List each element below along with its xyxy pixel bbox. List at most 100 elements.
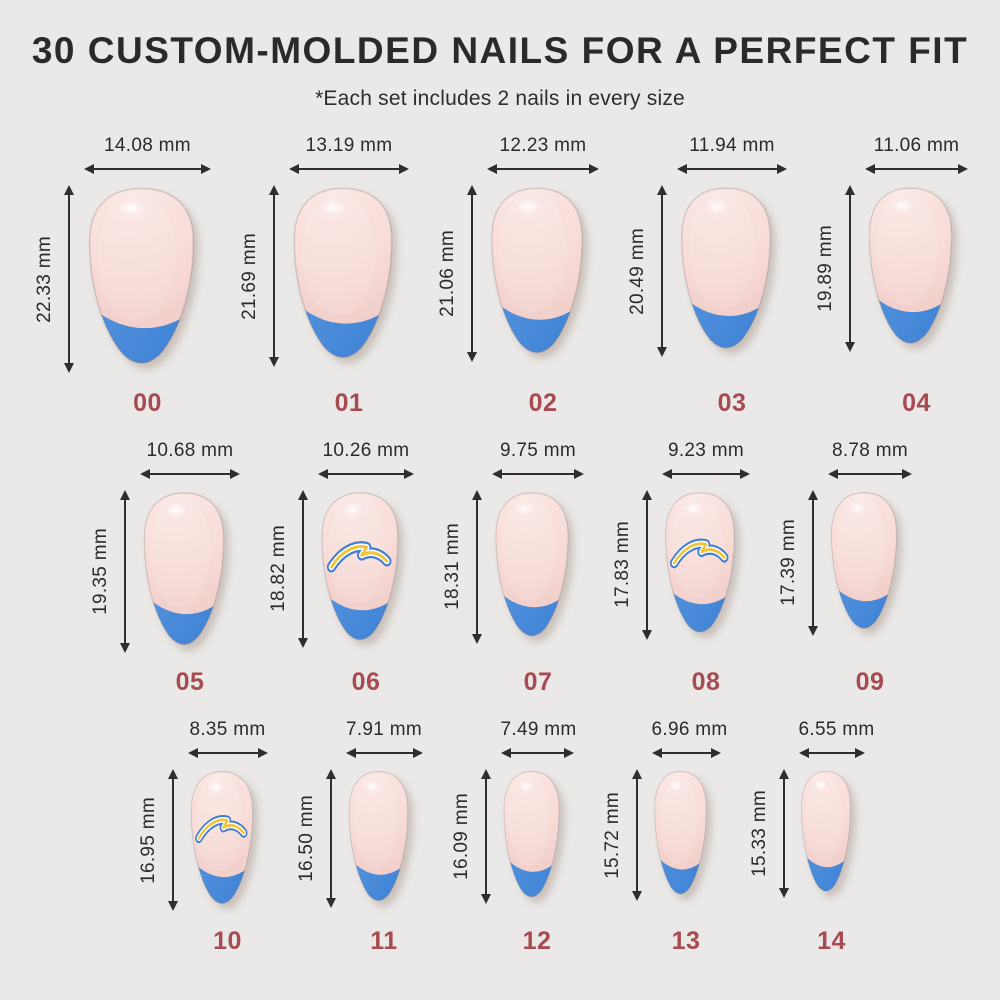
nail-size-number: 05 [175, 668, 205, 697]
nail-figure: 19.89 mm [813, 185, 968, 373]
length-dimension-arrow [64, 185, 74, 373]
nail-size-number: 13 [671, 927, 701, 956]
nail-illustration [487, 185, 587, 362]
nail-image [868, 187, 953, 344]
nail-figure: 18.31 mm [440, 489, 584, 653]
nail-image [665, 491, 735, 633]
lightning-bolt-logo [194, 815, 247, 844]
nail-image [800, 770, 851, 892]
width-measurement-label: 10.26 mm [322, 439, 410, 461]
width-measurement-label: 8.35 mm [189, 719, 266, 741]
lightning-bolt-logo [326, 540, 392, 573]
nail-image [831, 491, 897, 629]
nail-size-number: 01 [334, 388, 364, 417]
nail-size-number: 10 [213, 927, 242, 956]
length-dimension-arrow [269, 185, 279, 367]
nail-figure: 18.82 mm [266, 489, 414, 653]
width-dimension-arrow [492, 468, 584, 479]
nail-illustration [289, 185, 397, 367]
nail-image [653, 770, 707, 895]
width-dimension-arrow [187, 748, 268, 759]
length-dimension-arrow [657, 185, 667, 357]
nail-image [491, 187, 583, 354]
nail-size-cell: 6.55 mm 15.33 mm [747, 719, 875, 956]
length-measurement-label: 15.72 mm [601, 791, 623, 879]
width-measurement-label: 14.08 mm [104, 135, 191, 156]
length-dimension-arrow [120, 489, 130, 653]
width-dimension-arrow [798, 748, 865, 759]
width-measurement-label: 10.68 mm [146, 439, 234, 461]
nail-size-number: 04 [902, 388, 931, 417]
width-dimension-arrow [500, 748, 574, 759]
nail-image [143, 491, 225, 645]
width-measurement-label: 7.91 mm [345, 719, 422, 741]
nail-image [503, 770, 559, 898]
nail-image [348, 771, 408, 902]
nail-figure: 21.69 mm [237, 185, 409, 373]
nail-size-cell: 8.78 mm 17.39 mm [776, 440, 912, 698]
nail-figure: 17.83 mm [610, 489, 750, 653]
nail-image [495, 491, 569, 637]
length-dimension-arrow [472, 489, 482, 644]
width-dimension-arrow [865, 164, 968, 174]
nail-size-number: 11 [370, 927, 398, 956]
width-measurement-label: 7.49 mm [500, 719, 577, 741]
nail-illustration [652, 769, 709, 901]
nail-size-cell: 8.35 mm 16.95 mm [136, 719, 268, 956]
length-measurement-label: 16.50 mm [295, 795, 317, 883]
length-measurement-label: 19.89 mm [815, 225, 836, 312]
nail-figure: 22.33 mm [32, 185, 211, 373]
nail-row: 10.68 mm 19.35 mm [75, 440, 925, 698]
width-measurement-label: 12.23 mm [499, 135, 587, 156]
nail-size-number: 09 [855, 668, 885, 697]
length-dimension-arrow [778, 769, 789, 899]
nail-figure: 16.50 mm [294, 769, 423, 911]
width-dimension-arrow [828, 468, 912, 479]
width-dimension-arrow [318, 468, 414, 479]
width-measurement-label: 11.94 mm [689, 135, 775, 156]
nail-figure: 21.06 mm [435, 185, 599, 373]
nail-size-number: 07 [523, 668, 553, 697]
nail-figure: 16.95 mm [136, 769, 268, 912]
nail-size-number: 08 [691, 668, 721, 697]
nail-illustration [346, 769, 411, 908]
nail-size-number: 06 [351, 668, 381, 697]
length-measurement-label: 16.95 mm [137, 796, 159, 884]
nail-figure: 16.09 mm [449, 769, 574, 911]
length-dimension-arrow [325, 769, 336, 909]
nail-size-cell: 9.23 mm 17.83 mm [610, 440, 750, 698]
nail-illustration [865, 185, 956, 352]
nail-figure: 15.72 mm [600, 769, 721, 911]
nail-image [88, 187, 195, 364]
nail-size-cell: 7.91 mm 16.50 mm [294, 719, 423, 956]
page-subtitle: *Each set includes 2 nails in every size [315, 87, 685, 110]
nail-figure: 17.39 mm [776, 489, 912, 653]
nail-size-cell: 12.23 mm 21.06 mm [435, 135, 599, 418]
nail-figure: 15.33 mm [747, 769, 865, 911]
length-measurement-label: 20.49 mm [627, 227, 648, 315]
nail-illustration [501, 769, 562, 904]
length-dimension-arrow [167, 769, 178, 912]
length-measurement-label: 21.06 mm [437, 230, 458, 317]
nail-size-cell: 9.75 mm 18.31 mm [440, 440, 584, 698]
width-measurement-label: 9.23 mm [667, 439, 744, 461]
nail-size-cell: 11.94 mm 20.49 mm [625, 135, 787, 418]
width-dimension-arrow [677, 164, 787, 174]
width-dimension-arrow [84, 164, 211, 174]
width-measurement-label: 9.75 mm [499, 439, 576, 461]
nail-figure: 19.35 mm [88, 489, 240, 653]
width-dimension-arrow [289, 164, 409, 174]
nail-illustration [140, 490, 228, 653]
nail-figure: 20.49 mm [625, 185, 787, 373]
nail-size-number: 14 [817, 927, 846, 956]
nail-size-cell: 7.49 mm 16.09 mm [449, 719, 577, 956]
width-measurement-label: 6.55 mm [798, 719, 875, 741]
nail-image [293, 187, 393, 359]
width-dimension-arrow [345, 748, 423, 759]
width-measurement-label: 6.96 mm [651, 719, 728, 741]
nail-image [321, 491, 399, 640]
nail-size-cell: 10.26 mm 18.82 mm [266, 440, 414, 698]
length-dimension-arrow [480, 769, 491, 905]
nail-illustration [318, 490, 402, 648]
nail-illustration [492, 490, 572, 644]
